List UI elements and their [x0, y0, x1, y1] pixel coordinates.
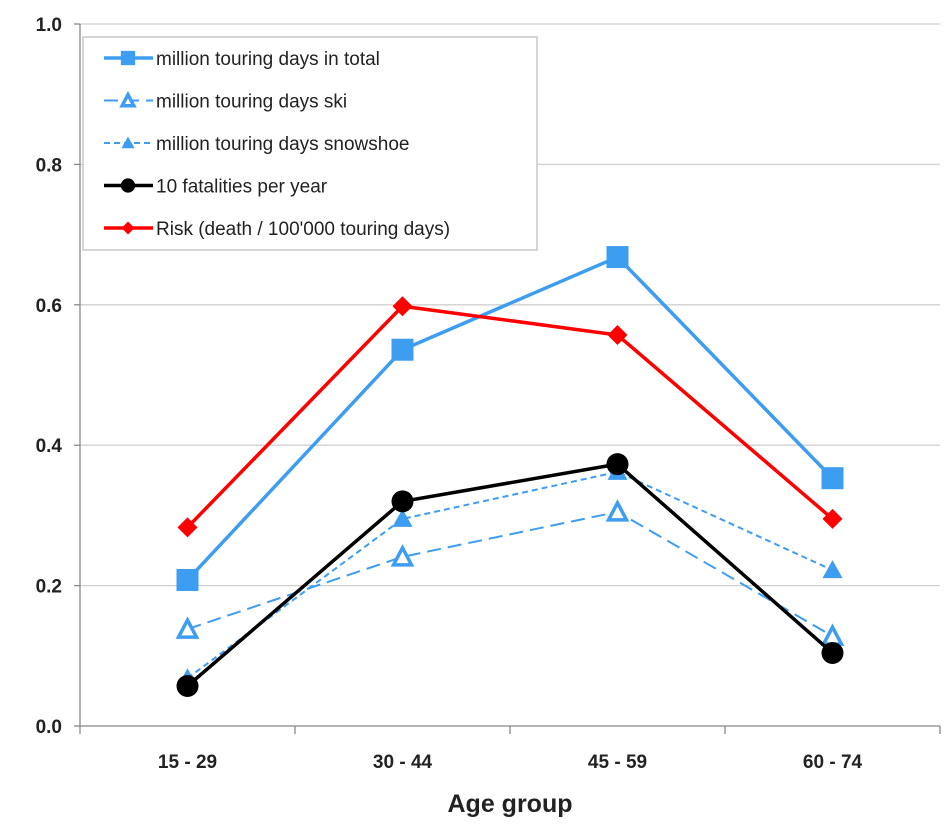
series-line [186, 462, 834, 688]
circle-marker [391, 490, 414, 513]
series-line [186, 304, 834, 529]
open-triangle-marker [390, 544, 415, 567]
legend-label: million touring days in total [156, 49, 380, 70]
open-triangle-marker [119, 90, 137, 108]
diamond-marker [822, 508, 843, 529]
series-risk-death-100-000-touring-days- [177, 296, 843, 538]
legend-label: 10 fatalities per year [156, 177, 328, 198]
open-triangle-marker [175, 616, 200, 639]
circle-marker [120, 178, 136, 193]
legend-box [82, 36, 538, 251]
y-tick-label: 0.0 [36, 717, 62, 738]
x-tick-label: 60 - 74 [803, 752, 863, 773]
square-marker [176, 568, 199, 591]
triangle-marker [121, 136, 135, 149]
legend-label: million touring days ski [156, 92, 347, 113]
triangle-marker [822, 560, 843, 579]
circle-marker [821, 641, 844, 664]
x-tick-label: 15 - 29 [158, 752, 217, 773]
legend-label: Risk (death / 100'000 touring days) [156, 219, 450, 240]
series-line [186, 470, 833, 680]
open-triangle-marker [820, 623, 845, 646]
diamond-marker [607, 324, 628, 345]
square-marker [821, 467, 844, 490]
x-axis-label: Age group [448, 790, 573, 818]
legend-label: million touring days snowshoe [156, 134, 409, 155]
y-tick-label: 0.2 [36, 577, 62, 598]
y-tick-label: 1.0 [36, 15, 62, 36]
x-tick-label: 30 - 44 [373, 752, 433, 773]
diamond-marker [177, 517, 198, 538]
diamond-marker [121, 221, 135, 235]
x-tick-label: 45 - 59 [588, 752, 647, 773]
y-tick-label: 0.6 [36, 296, 62, 317]
y-tick-label: 0.8 [36, 155, 62, 176]
triangle-marker [392, 508, 413, 527]
square-marker [120, 50, 136, 66]
series-line [186, 254, 834, 582]
y-tick-label: 0.4 [36, 436, 63, 457]
square-marker [606, 246, 629, 269]
series-10-fatalities-per-year [176, 453, 844, 697]
series-line [187, 510, 834, 638]
diamond-marker [392, 296, 413, 317]
circle-marker [176, 674, 199, 697]
open-triangle-marker [605, 499, 630, 522]
square-marker [391, 338, 414, 361]
series-million-touring-days-in-total [176, 246, 844, 591]
circle-marker [606, 453, 629, 476]
